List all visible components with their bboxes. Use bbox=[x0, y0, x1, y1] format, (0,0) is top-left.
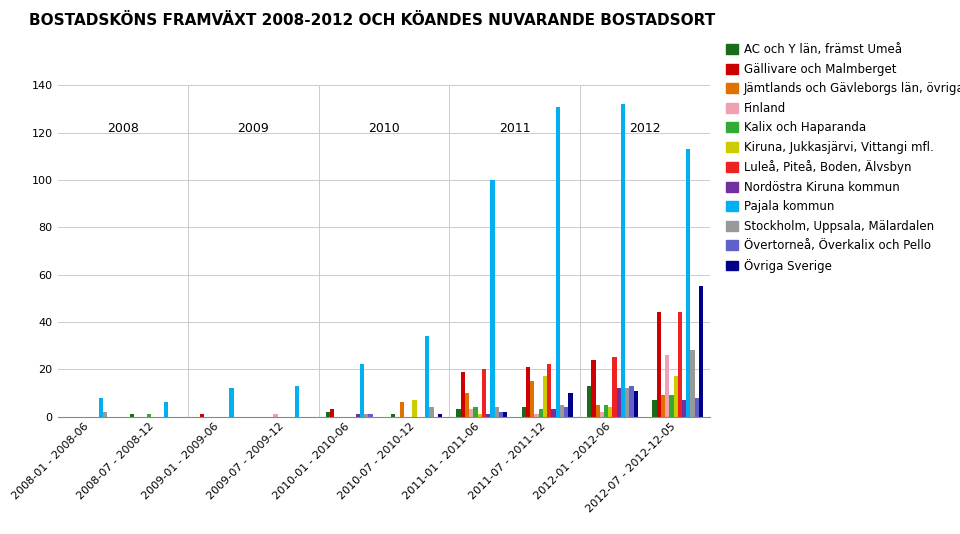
Bar bbox=[591, 360, 595, 417]
Bar bbox=[699, 286, 704, 417]
Bar bbox=[425, 336, 429, 417]
Bar bbox=[413, 400, 417, 417]
Bar bbox=[482, 369, 486, 417]
Bar bbox=[429, 407, 434, 417]
Bar bbox=[461, 372, 465, 417]
Bar bbox=[369, 414, 372, 417]
Bar bbox=[682, 400, 686, 417]
Bar bbox=[674, 376, 678, 417]
Bar bbox=[465, 393, 469, 417]
Legend: AC och Y län, främst Umeå, Gällivare och Malmberget, Jämtlands och Gävleborgs lä: AC och Y län, främst Umeå, Gällivare och… bbox=[726, 43, 960, 273]
Bar bbox=[564, 407, 568, 417]
Bar bbox=[469, 410, 473, 417]
Bar bbox=[568, 393, 573, 417]
Bar bbox=[652, 400, 657, 417]
Bar bbox=[399, 402, 404, 417]
Bar bbox=[547, 365, 551, 417]
Bar bbox=[325, 412, 330, 417]
Bar bbox=[621, 104, 625, 417]
Bar bbox=[99, 398, 103, 417]
Bar bbox=[678, 312, 682, 417]
Bar bbox=[669, 395, 674, 417]
Bar bbox=[526, 367, 530, 417]
Bar bbox=[164, 402, 168, 417]
Bar bbox=[229, 388, 233, 417]
Bar bbox=[473, 407, 478, 417]
Bar bbox=[499, 412, 503, 417]
Bar bbox=[295, 386, 299, 417]
Bar bbox=[360, 365, 364, 417]
Bar bbox=[686, 150, 690, 417]
Bar bbox=[539, 410, 543, 417]
Bar bbox=[560, 405, 564, 417]
Bar bbox=[391, 414, 396, 417]
Text: 2012: 2012 bbox=[630, 122, 660, 135]
Bar bbox=[657, 312, 660, 417]
Bar bbox=[274, 414, 277, 417]
Bar bbox=[438, 414, 443, 417]
Bar bbox=[556, 107, 560, 417]
Text: 2010: 2010 bbox=[368, 122, 400, 135]
Bar bbox=[595, 405, 600, 417]
Bar bbox=[103, 412, 108, 417]
Bar bbox=[147, 414, 152, 417]
Bar bbox=[665, 355, 669, 417]
Bar bbox=[530, 381, 535, 417]
Bar bbox=[503, 412, 508, 417]
Bar bbox=[478, 414, 482, 417]
Bar bbox=[690, 350, 695, 417]
Bar bbox=[200, 414, 204, 417]
Bar bbox=[456, 410, 461, 417]
Bar bbox=[634, 390, 638, 417]
Bar bbox=[695, 398, 699, 417]
Bar bbox=[491, 180, 494, 417]
Bar bbox=[600, 412, 604, 417]
Bar bbox=[612, 357, 616, 417]
Text: BOSTADSKÖNS FRAMVÄXT 2008-2012 OCH KÖANDES NUVARANDE BOSTADSORT: BOSTADSKÖNS FRAMVÄXT 2008-2012 OCH KÖAND… bbox=[29, 13, 715, 28]
Bar bbox=[587, 386, 591, 417]
Bar bbox=[535, 414, 539, 417]
Bar bbox=[355, 414, 360, 417]
Bar bbox=[630, 386, 634, 417]
Bar bbox=[330, 410, 334, 417]
Text: 2011: 2011 bbox=[499, 122, 530, 135]
Bar bbox=[604, 405, 609, 417]
Bar bbox=[551, 410, 556, 417]
Bar bbox=[625, 388, 630, 417]
Bar bbox=[521, 407, 526, 417]
Bar bbox=[609, 407, 612, 417]
Bar bbox=[543, 376, 547, 417]
Bar bbox=[364, 414, 369, 417]
Bar bbox=[130, 414, 134, 417]
Bar bbox=[494, 407, 499, 417]
Bar bbox=[486, 414, 491, 417]
Text: 2009: 2009 bbox=[237, 122, 270, 135]
Bar bbox=[660, 395, 665, 417]
Text: 2008: 2008 bbox=[107, 122, 139, 135]
Bar bbox=[616, 388, 621, 417]
